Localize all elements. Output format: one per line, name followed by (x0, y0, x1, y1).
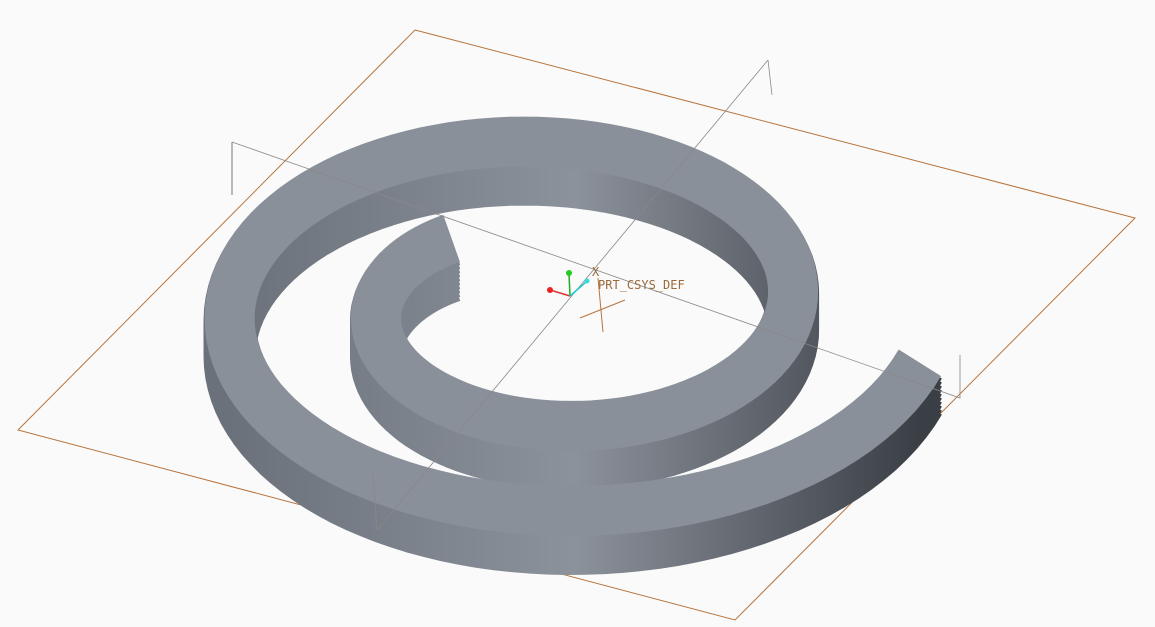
axis-z (569, 281, 587, 297)
datum-plane-edge (372, 474, 378, 531)
axis-label: X (592, 265, 600, 279)
axis-y-tip (566, 270, 572, 276)
datum-plane-front (231, 141, 961, 399)
coordinate-system: X PRT_CSYS_DEF (547, 265, 685, 333)
axis-z-tip (584, 278, 590, 284)
datum-plane-edge (767, 59, 773, 96)
datum-plane-top (17, 29, 1136, 621)
axis-x (549, 289, 571, 297)
spiral-top (204, 116, 942, 537)
datum-plane-right (376, 59, 769, 531)
csys-label: PRT_CSYS_DEF (598, 278, 685, 292)
axis-y (568, 273, 571, 297)
csys-axis (579, 299, 626, 319)
spiral-part (203, 116, 942, 576)
csys-axis (597, 277, 604, 333)
axis-x-tip (547, 287, 553, 293)
